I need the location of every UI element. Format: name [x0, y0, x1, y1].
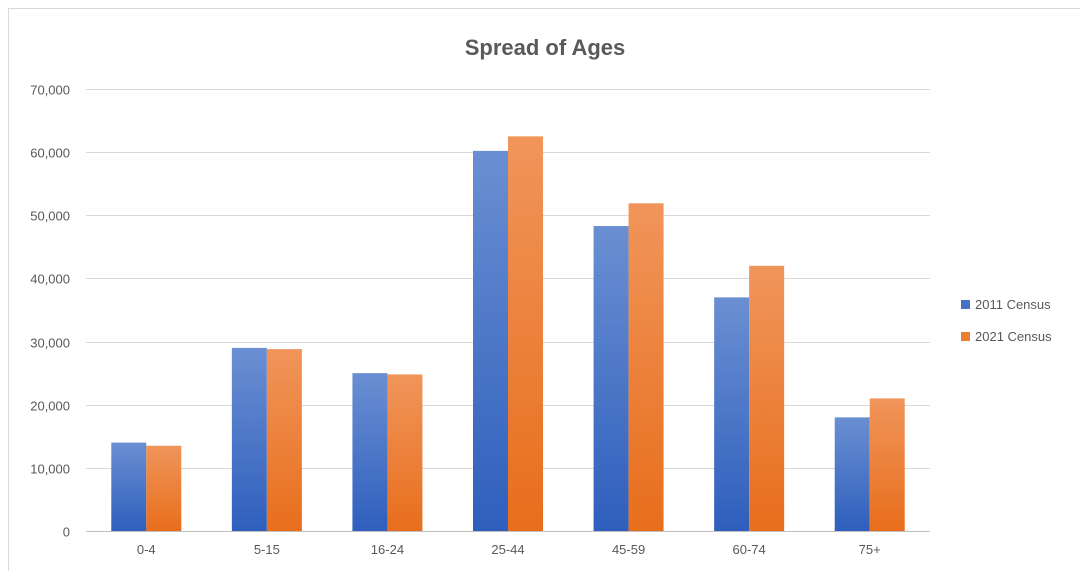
legend-label: 2021 Census: [975, 329, 1052, 344]
y-tick-label: 50,000: [30, 209, 70, 224]
y-tick-label: 40,000: [30, 272, 70, 287]
x-tick-label: 5-15: [254, 542, 280, 557]
legend-label: 2011 Census: [975, 297, 1051, 312]
bar-series-1: [352, 373, 388, 531]
bar-series-1: [593, 226, 629, 531]
legend-swatch: [961, 300, 970, 309]
x-tick-label: 75+: [859, 542, 881, 557]
bar-series-1: [231, 347, 267, 531]
legend-swatch: [961, 332, 970, 341]
y-tick-label: 60,000: [30, 146, 70, 161]
bar-series-2: [628, 203, 664, 531]
y-tick-label: 70,000: [30, 83, 70, 98]
legend: 2011 Census 2021 Census: [961, 297, 1052, 344]
bar-series-2: [387, 374, 423, 531]
y-tick-label: 20,000: [30, 399, 70, 414]
x-tick-label: 60-74: [733, 542, 766, 557]
bars: [111, 136, 905, 531]
chart-title: Spread of Ages: [465, 35, 626, 60]
x-tick-label: 16-24: [371, 542, 404, 557]
bar-series-1: [111, 442, 147, 531]
y-tick-label: 0: [63, 525, 70, 540]
y-tick-label: 10,000: [30, 462, 70, 477]
bar-series-1: [714, 297, 750, 531]
bar-series-2: [508, 136, 543, 531]
bar-series-1: [834, 417, 870, 531]
y-axis-ticks: 0 10,000 20,000 30,000 40,000 50,000 60,000 70,…: [30, 83, 70, 540]
x-tick-label: 0-4: [137, 542, 156, 557]
bar-series-2: [266, 349, 302, 531]
bar-series-2: [146, 445, 182, 531]
x-tick-label: 25-44: [491, 542, 524, 557]
x-axis-ticks: 0-4 5-15 16-24 25-44 45-59 60-74 75+: [137, 542, 881, 557]
bar-series-1: [473, 150, 508, 531]
bar-series-2: [749, 265, 785, 531]
bar-series-2: [869, 398, 905, 531]
x-tick-label: 45-59: [612, 542, 645, 557]
y-tick-label: 30,000: [30, 336, 70, 351]
